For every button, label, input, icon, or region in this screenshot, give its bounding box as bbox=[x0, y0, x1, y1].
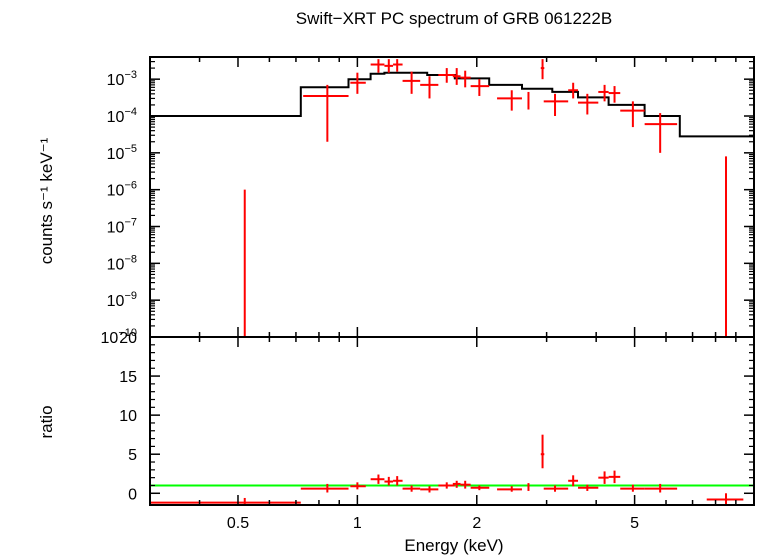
spectrum-data bbox=[243, 59, 755, 337]
data-point bbox=[568, 82, 579, 99]
ratio-point bbox=[402, 485, 421, 492]
spectrum-y-tick-labels: 10−3 10−4 10−5 10−6 10−7 10−8 10−9 10−10 bbox=[101, 69, 137, 347]
y-axis-label-spectrum: counts s⁻¹ keV⁻¹ bbox=[37, 137, 56, 264]
ratio-point bbox=[150, 497, 301, 505]
ratio-point bbox=[578, 484, 599, 491]
data-point bbox=[460, 70, 471, 88]
ratio-point bbox=[644, 483, 678, 493]
ratio-data bbox=[150, 337, 755, 505]
y-tick-label: 20 bbox=[119, 330, 137, 347]
data-point bbox=[452, 68, 461, 85]
x-tick-label: 5 bbox=[630, 515, 639, 532]
ratio-point bbox=[608, 470, 621, 484]
ratio-point bbox=[420, 486, 439, 493]
ratio-point bbox=[384, 476, 394, 486]
data-point bbox=[393, 59, 403, 72]
y-tick-label: 10 bbox=[119, 408, 137, 425]
ratio-point bbox=[393, 476, 403, 486]
y-tick-label: 10−7 bbox=[107, 217, 137, 237]
data-point bbox=[420, 76, 439, 99]
x-tick-labels: 0.5 1 2 5 bbox=[227, 515, 639, 532]
spectrum-ticks bbox=[149, 56, 754, 338]
ratio-point bbox=[497, 486, 522, 492]
y-tick-label: 10−4 bbox=[107, 106, 137, 126]
ratio-point bbox=[568, 475, 579, 487]
spectrum-panel: 10−3 10−4 10−5 10−6 10−7 10−8 10−9 10−10 bbox=[101, 56, 755, 347]
ratio-panel: 0 5 10 15 20 0.5 1 2 5 bbox=[119, 330, 755, 532]
chart-title: Swift−XRT PC spectrum of GRB 061222B bbox=[296, 9, 612, 28]
data-point bbox=[644, 113, 678, 153]
x-tick-label: 1 bbox=[353, 515, 362, 532]
ratio-point bbox=[470, 485, 490, 491]
y-tick-label: 10−10 bbox=[101, 327, 137, 347]
x-tick-label: 2 bbox=[472, 515, 481, 532]
data-point bbox=[620, 101, 645, 128]
data-point bbox=[384, 59, 394, 73]
ratio-y-tick-labels: 0 5 10 15 20 bbox=[119, 330, 137, 503]
ratio-point bbox=[460, 480, 471, 489]
data-point bbox=[303, 84, 349, 142]
data-point bbox=[608, 86, 621, 103]
data-point bbox=[540, 59, 545, 80]
model-step-line bbox=[150, 71, 754, 138]
ratio-point bbox=[543, 485, 569, 492]
ratio-point bbox=[540, 434, 545, 469]
data-point bbox=[543, 93, 569, 117]
ratio-ticks bbox=[149, 336, 754, 505]
ratio-frame bbox=[149, 336, 755, 506]
y-tick-label: 10−9 bbox=[107, 290, 137, 310]
x-axis-label: Energy (keV) bbox=[404, 536, 503, 555]
data-point bbox=[402, 71, 421, 94]
ratio-point bbox=[370, 474, 385, 484]
y-axis-label-ratio: ratio bbox=[37, 405, 56, 438]
data-point bbox=[497, 90, 522, 111]
y-tick-label: 10−3 bbox=[107, 69, 137, 89]
ratio-point bbox=[452, 480, 461, 488]
y-tick-label: 5 bbox=[128, 447, 137, 464]
ratio-point bbox=[706, 493, 744, 505]
ratio-point bbox=[620, 484, 645, 492]
y-tick-label: 10−8 bbox=[107, 253, 137, 273]
data-point bbox=[598, 84, 609, 102]
data-point bbox=[470, 79, 490, 96]
y-tick-label: 10−6 bbox=[107, 180, 137, 200]
data-point bbox=[350, 72, 366, 94]
spectrum-frame bbox=[149, 56, 755, 338]
y-tick-label: 10−5 bbox=[107, 143, 137, 163]
ratio-point bbox=[438, 482, 455, 489]
data-point bbox=[370, 59, 385, 73]
y-tick-label: 15 bbox=[119, 369, 137, 386]
ratio-point bbox=[300, 483, 349, 493]
y-tick-label: 0 bbox=[128, 486, 137, 503]
x-tick-label: 0.5 bbox=[227, 515, 249, 532]
ratio-point bbox=[598, 471, 609, 484]
model-curve bbox=[150, 71, 754, 138]
data-point bbox=[438, 68, 455, 83]
ratio-point bbox=[350, 482, 366, 490]
data-point bbox=[578, 93, 599, 115]
